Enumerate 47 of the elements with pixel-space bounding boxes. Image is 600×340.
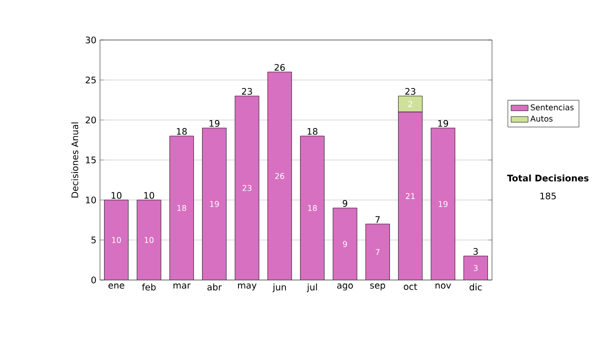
y-tick-label: 5 [91,236,96,244]
bar [202,128,226,280]
text: 185 [540,192,556,200]
total-label: 9 [342,200,348,207]
bar [104,200,128,280]
y-tick-label: 20 [86,116,96,124]
total-label: 18 [176,128,187,135]
total-label: 23 [242,88,252,95]
bar [463,256,488,280]
total-label: 10 [112,192,122,199]
total-label: 18 [308,128,318,135]
x-tick-label: may [238,284,257,290]
x-tick-label: ene [108,284,124,289]
x-tick-label: feb [142,284,156,290]
total-label: 10 [144,192,154,199]
y-tick-label: 25 [86,76,96,84]
x-tick-label: jul [306,284,317,292]
total-label: 3 [474,248,478,255]
bar [137,200,161,280]
y-tick-label: 30 [86,36,96,44]
y-tick-label: 0 [91,276,96,284]
total-label: 26 [274,64,285,71]
bar [268,72,292,280]
total-label: 7 [376,216,380,223]
x-tick-label: sep [370,284,386,290]
bar [300,136,324,280]
x-tick-label: ago [337,284,353,290]
total-label: 19 [210,120,220,127]
bar [366,224,390,280]
y-axis-title: Decisiones Anual [71,122,78,198]
y-tick-label: 10 [86,196,96,204]
x-tick-label: oct [404,284,418,290]
bar [398,112,422,280]
x-tick-label: abr [207,284,222,290]
bar [431,128,456,280]
y-tick-label: 15 [86,156,96,164]
total-label: 23 [405,88,416,95]
x-tick-label: jun [272,284,286,292]
total-label: 19 [438,120,448,127]
text: Total Decisiones [507,174,589,182]
bar [398,96,423,112]
x-tick-label: dic [470,284,482,290]
bar [170,136,194,280]
x-tick-label: mar [174,284,191,289]
bar [333,208,358,280]
bar [235,96,260,280]
x-tick-label: nov [436,284,451,289]
